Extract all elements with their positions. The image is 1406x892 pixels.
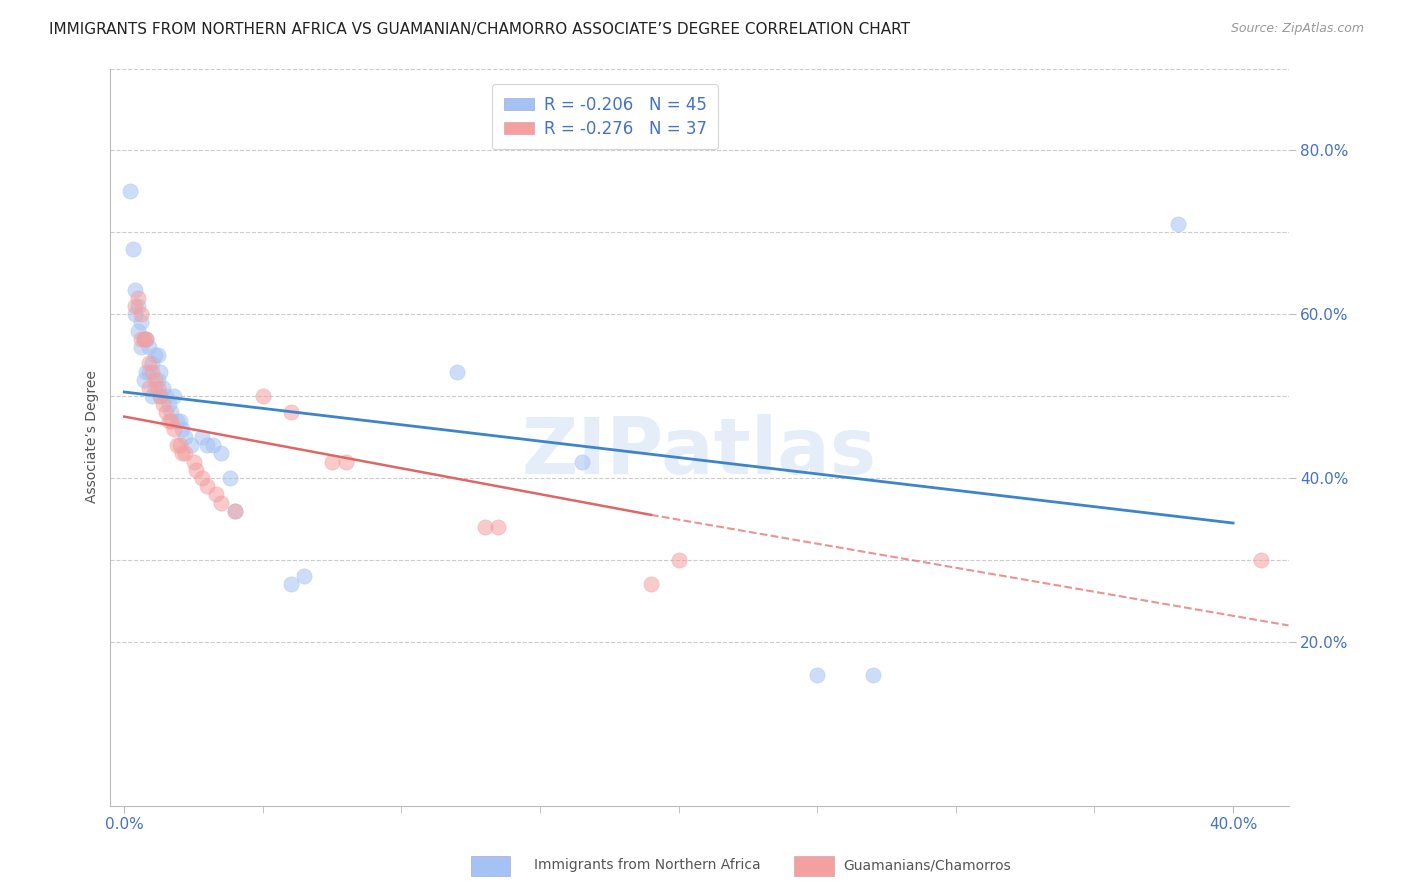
Point xyxy=(149,389,172,403)
Point xyxy=(862,667,884,681)
Text: ZIPatlas: ZIPatlas xyxy=(522,414,877,490)
Text: Guamanians/Chamorros: Guamanians/Chamorros xyxy=(844,858,1011,872)
Point xyxy=(127,324,149,338)
Point xyxy=(166,414,188,428)
Point xyxy=(640,577,662,591)
Point xyxy=(152,381,174,395)
Point xyxy=(174,446,197,460)
Point xyxy=(138,340,160,354)
Point xyxy=(143,348,166,362)
Point xyxy=(121,242,143,256)
Point xyxy=(132,373,155,387)
Text: Immigrants from Northern Africa: Immigrants from Northern Africa xyxy=(534,858,761,872)
Point xyxy=(169,414,191,428)
Point xyxy=(157,414,180,428)
Point xyxy=(446,365,468,379)
Point xyxy=(141,356,163,370)
Point xyxy=(163,389,186,403)
Point xyxy=(294,569,316,583)
Point xyxy=(146,381,169,395)
Point xyxy=(252,389,274,403)
Point xyxy=(172,446,194,460)
Point xyxy=(149,365,172,379)
Point xyxy=(132,332,155,346)
Point xyxy=(132,332,155,346)
Point xyxy=(201,438,224,452)
Point xyxy=(160,414,183,428)
Point xyxy=(186,463,208,477)
Point xyxy=(209,495,232,509)
Point xyxy=(191,430,214,444)
Point xyxy=(124,299,146,313)
Point xyxy=(183,455,205,469)
Point xyxy=(280,577,302,591)
Point xyxy=(152,397,174,411)
Point xyxy=(321,455,343,469)
Text: IMMIGRANTS FROM NORTHERN AFRICA VS GUAMANIAN/CHAMORRO ASSOCIATE’S DEGREE CORRELA: IMMIGRANTS FROM NORTHERN AFRICA VS GUAMA… xyxy=(49,22,910,37)
Point xyxy=(204,487,226,501)
Point xyxy=(180,438,202,452)
Point xyxy=(197,479,219,493)
Point xyxy=(1167,217,1189,231)
Point xyxy=(129,332,152,346)
Point xyxy=(571,455,593,469)
Point xyxy=(129,307,152,321)
Point xyxy=(138,381,160,395)
Point xyxy=(124,283,146,297)
Point xyxy=(129,340,152,354)
Point xyxy=(143,381,166,395)
Point xyxy=(191,471,214,485)
Legend: R = -0.206   N = 45, R = -0.276   N = 37: R = -0.206 N = 45, R = -0.276 N = 37 xyxy=(492,84,718,149)
Point xyxy=(224,504,246,518)
Point xyxy=(488,520,510,534)
Point xyxy=(127,299,149,313)
Y-axis label: Associate’s Degree: Associate’s Degree xyxy=(86,370,100,503)
Point xyxy=(138,365,160,379)
Point xyxy=(124,307,146,321)
Point xyxy=(149,389,172,403)
Point xyxy=(155,405,177,419)
Point xyxy=(135,365,157,379)
Point xyxy=(335,455,357,469)
Point xyxy=(668,553,690,567)
Point xyxy=(127,291,149,305)
Point xyxy=(155,389,177,403)
Point xyxy=(135,332,157,346)
Point xyxy=(157,397,180,411)
Point xyxy=(141,389,163,403)
Point xyxy=(141,365,163,379)
Point xyxy=(224,504,246,518)
Point xyxy=(174,430,197,444)
Point xyxy=(806,667,828,681)
Point xyxy=(135,332,157,346)
Point xyxy=(160,405,183,419)
Point xyxy=(209,446,232,460)
Point xyxy=(146,348,169,362)
Point xyxy=(280,405,302,419)
Point xyxy=(197,438,219,452)
Point xyxy=(138,356,160,370)
Point xyxy=(172,422,194,436)
Point xyxy=(118,185,141,199)
Point xyxy=(143,373,166,387)
Text: Source: ZipAtlas.com: Source: ZipAtlas.com xyxy=(1230,22,1364,36)
Point xyxy=(129,315,152,329)
Point xyxy=(1250,553,1272,567)
Point xyxy=(163,422,186,436)
Point xyxy=(146,373,169,387)
Point xyxy=(218,471,240,485)
Point xyxy=(166,438,188,452)
Point xyxy=(474,520,496,534)
Point xyxy=(169,438,191,452)
